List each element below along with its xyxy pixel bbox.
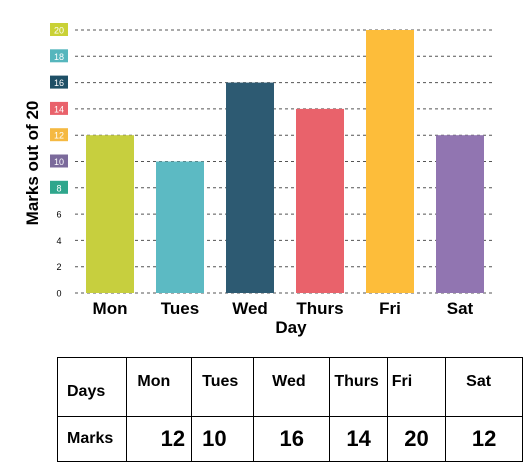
- bar-sat: [436, 135, 484, 293]
- y-tick-swatch: [50, 154, 68, 168]
- table-day-cell: Thurs: [329, 357, 388, 417]
- y-tick-swatch: [50, 23, 68, 36]
- y-tick-label: 0: [56, 289, 61, 299]
- table-day-cell: Wed: [253, 357, 331, 417]
- table-mark-cell: 20: [386, 416, 447, 462]
- y-tick-label: 16: [54, 78, 64, 88]
- x-axis-label: Day: [275, 318, 307, 337]
- x-tick-label: Thurs: [296, 299, 343, 318]
- y-tick-swatch: [50, 101, 68, 115]
- table-mark-cell: 16: [253, 416, 331, 462]
- table-day-cell: Mon: [126, 357, 193, 417]
- bars: [86, 30, 484, 294]
- x-axis-ticks: Mon Tues Wed Thurs Fri Sat: [93, 299, 474, 318]
- table-day-cell: Fri: [386, 357, 447, 417]
- gridlines: [75, 29, 495, 294]
- x-tick-label: Sat: [447, 299, 474, 318]
- y-tick-swatch: [50, 49, 68, 63]
- table-day-cell: Tues: [191, 357, 255, 417]
- marks-table: Days Mon Tues Wed Thurs Fri Sat Marks 12…: [56, 357, 523, 462]
- table-mark-cell: 14: [329, 416, 388, 462]
- y-tick-label: 2: [56, 262, 61, 272]
- y-axis-ticks: 0 2 4 6 8 10 12 14 16 18 20: [50, 23, 68, 299]
- x-tick-label: Tues: [161, 299, 199, 318]
- bar-thurs: [296, 108, 344, 294]
- y-tick-label: 8: [56, 183, 61, 193]
- bar-fri: [366, 30, 414, 293]
- y-tick-label: 4: [56, 236, 61, 246]
- y-tick-label: 18: [54, 52, 64, 62]
- bar-wed: [226, 82, 274, 293]
- marks-header: Marks: [56, 416, 128, 462]
- y-tick-label: 10: [54, 157, 64, 167]
- marks-row: Marks 12 10 16 14 20 12: [56, 416, 523, 462]
- y-tick-label: 20: [54, 26, 64, 36]
- table-mark-cell: 12: [126, 416, 193, 462]
- bar-mon: [86, 135, 134, 293]
- x-tick-label: Fri: [379, 299, 401, 318]
- x-tick-label: Mon: [93, 299, 128, 318]
- bar-tues: [156, 161, 204, 293]
- days-row: Days Mon Tues Wed Thurs Fri Sat: [56, 357, 523, 417]
- y-tick-label: 6: [56, 210, 61, 220]
- y-tick-swatch: [50, 128, 68, 142]
- y-axis-label: Marks out of 20: [23, 101, 42, 226]
- y-tick-label: 14: [54, 104, 64, 114]
- x-tick-label: Wed: [232, 299, 268, 318]
- days-header: Days: [56, 357, 128, 417]
- y-tick-swatch: [50, 180, 68, 194]
- table-mark-cell: 10: [191, 416, 255, 462]
- table-mark-cell: 12: [445, 416, 523, 462]
- table-day-cell: Sat: [445, 357, 523, 417]
- y-tick-swatch: [50, 75, 68, 89]
- y-tick-label: 12: [54, 131, 64, 141]
